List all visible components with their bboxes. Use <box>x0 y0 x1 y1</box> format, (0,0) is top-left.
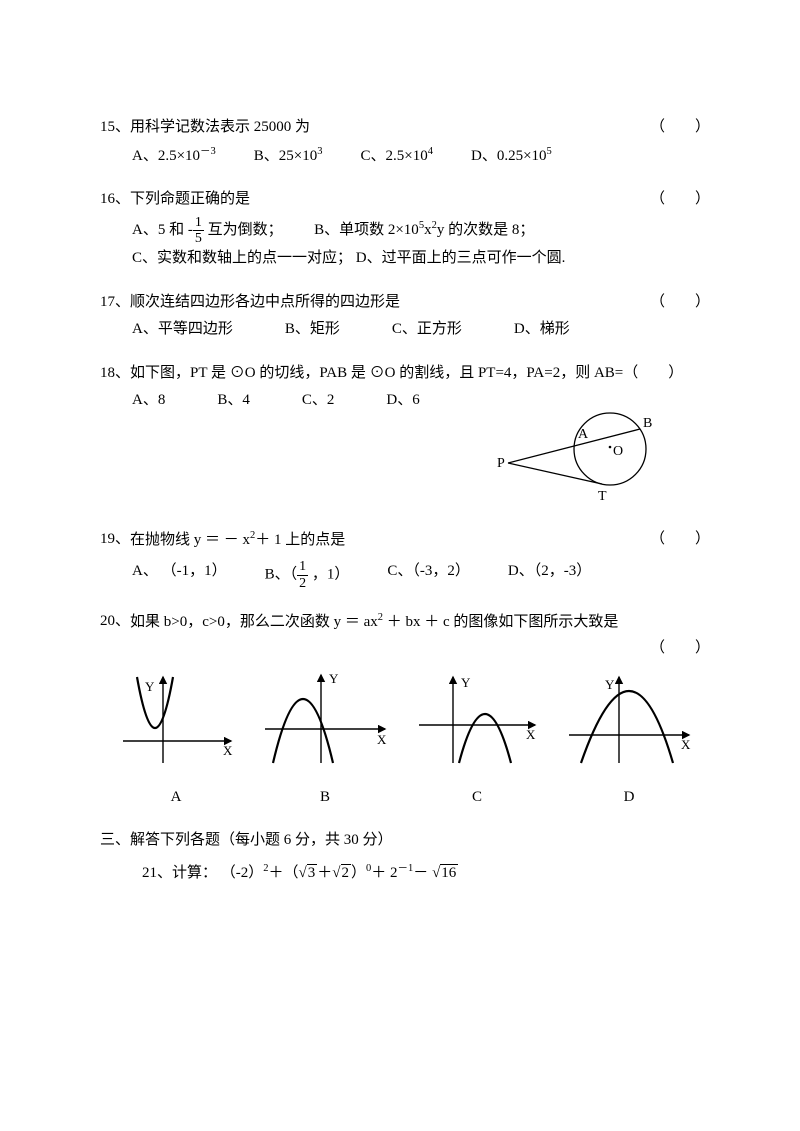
q16-opt-c: C、实数和数轴上的点一一对应； <box>132 250 352 266</box>
question-19: 19、 在抛物线 y ＝ － x2＋ 1 上的点是 （ ） A、 （-1，1） … <box>100 527 710 591</box>
q19-opt-b: B、（12 ，1） <box>265 559 350 591</box>
svg-text:Y: Y <box>329 671 339 686</box>
q17-number: 17、 <box>100 290 130 316</box>
graph-label-d: D <box>563 785 695 811</box>
q19-opt-a: A、 （-1，1） <box>132 559 227 591</box>
q16-opt-b: B、单项数 2×105x2y 的次数是 8； <box>314 222 534 238</box>
q19-stem: 在抛物线 y ＝ － x2＋ 1 上的点是 <box>130 527 710 554</box>
label-t: T <box>598 489 607 504</box>
sqrt-icon: 16 <box>432 861 458 887</box>
q18-opt-d: D、6 <box>386 388 419 414</box>
svg-text:X: X <box>223 743 233 758</box>
q15-opt-b: B、25×103 <box>254 143 323 170</box>
q15-stem: 用科学记数法表示 25000 为 <box>130 115 710 141</box>
q19-opt-d: D、（2，-3） <box>508 559 591 591</box>
svg-text:X: X <box>377 732 387 747</box>
q15-opt-c: C、2.5×104 <box>361 143 433 170</box>
svg-text:X: X <box>526 727 536 742</box>
q15-options: A、2.5×10－3 B、25×103 C、2.5×104 D、0.25×105 <box>100 143 710 170</box>
parabola-b-icon: X Y <box>259 669 391 769</box>
sqrt-icon: 2 <box>332 861 351 887</box>
circle-svg-icon: P A B O T <box>490 401 670 511</box>
q15-opt-a: A、2.5×10－3 <box>132 143 216 170</box>
q21-expression: （-2）2＋（3＋2）0＋ 2－1－ 16 <box>221 865 459 881</box>
svg-text:Y: Y <box>145 679 155 694</box>
q17-head: 17、 顺次连结四边形各边中点所得的四边形是 （ ） <box>100 290 710 316</box>
q16-opt-a: A、5 和 -15 互为倒数； <box>132 222 286 238</box>
question-21: 21、计算： （-2）2＋（3＋2）0＋ 2－1－ 16 <box>100 860 710 887</box>
q19-paren: （ ） <box>650 527 710 553</box>
graph-d: X Y D <box>563 669 695 810</box>
fraction-icon: 15 <box>193 215 204 247</box>
svg-text:Y: Y <box>461 675 471 690</box>
sqrt-icon: 3 <box>299 861 318 887</box>
label-o: O <box>613 444 623 459</box>
q16-head: 16、 下列命题正确的是 （ ） <box>100 187 710 213</box>
q16-paren: （ ） <box>650 187 710 213</box>
question-17: 17、 顺次连结四边形各边中点所得的四边形是 （ ） A、平等四边形 B、矩形 … <box>100 290 710 343</box>
q16-options: A、5 和 -15 互为倒数； B、单项数 2×105x2y 的次数是 8； C… <box>100 215 710 272</box>
q15-head: 15、 用科学记数法表示 25000 为 （ ） <box>100 115 710 141</box>
q17-options: A、平等四边形 B、矩形 C、正方形 D、梯形 <box>100 317 710 343</box>
q18-opt-a: A、8 <box>132 388 165 414</box>
q19-number: 19、 <box>100 527 130 554</box>
q20-paren: （ ） <box>100 636 710 662</box>
q16-opt-row-1: A、5 和 -15 互为倒数； B、单项数 2×105x2y 的次数是 8； <box>132 215 710 247</box>
q18-head: 18、 如下图，PT 是 ⊙O 的切线，PAB 是 ⊙O 的割线，且 PT=4，… <box>100 361 710 387</box>
tangent-circle-diagram: P A B O T <box>490 401 670 521</box>
fraction-icon: 12 <box>297 559 308 591</box>
q19-head: 19、 在抛物线 y ＝ － x2＋ 1 上的点是 （ ） <box>100 527 710 554</box>
q17-opt-d: D、梯形 <box>514 317 570 343</box>
svg-text:X: X <box>681 737 691 752</box>
svg-text:Y: Y <box>605 677 615 692</box>
q16-opt-row-2: C、实数和数轴上的点一一对应； D、过平面上的三点可作一个圆. <box>132 246 710 272</box>
graph-b: X Y B <box>259 669 391 810</box>
q15-opt-d: D、0.25×105 <box>471 143 552 170</box>
label-p: P <box>497 456 505 471</box>
q17-paren: （ ） <box>650 290 710 316</box>
q17-opt-a: A、平等四边形 <box>132 317 233 343</box>
question-20: 20、 如果 b>0，c>0，那么二次函数 y ＝ ax2 ＋ bx ＋ c 的… <box>100 609 710 810</box>
q18-opt-b: B、4 <box>217 388 250 414</box>
question-18: 18、 如下图，PT 是 ⊙O 的切线，PAB 是 ⊙O 的割线，且 PT=4，… <box>100 361 710 509</box>
parabola-a-icon: X Y <box>115 669 237 769</box>
q17-stem: 顺次连结四边形各边中点所得的四边形是 <box>130 290 710 316</box>
graph-label-a: A <box>115 785 237 811</box>
q20-head: 20、 如果 b>0，c>0，那么二次函数 y ＝ ax2 ＋ bx ＋ c 的… <box>100 609 710 636</box>
parabola-c-icon: X Y <box>413 669 541 769</box>
q18-opt-c: C、2 <box>302 388 335 414</box>
q19-options: A、 （-1，1） B、（12 ，1） C、（-3，2） D、（2，-3） <box>100 559 710 591</box>
graph-label-c: C <box>413 785 541 811</box>
q16-opt-d: D、过平面上的三点可作一个圆. <box>356 250 566 266</box>
q17-opt-c: C、正方形 <box>392 317 462 343</box>
graph-a: X Y A <box>115 669 237 810</box>
section-3-head: 三、解答下列各题（每小题 6 分，共 30 分） <box>100 828 710 854</box>
graph-label-b: B <box>259 785 391 811</box>
q20-number: 20、 <box>100 609 130 636</box>
q21-number: 21、计算： <box>142 865 217 881</box>
q18-stem: 如下图，PT 是 ⊙O 的切线，PAB 是 ⊙O 的割线，且 PT=4，PA=2… <box>130 361 710 387</box>
label-b: B <box>643 416 652 431</box>
parabola-d-icon: X Y <box>563 669 695 769</box>
q20-graphs: X Y A X Y B X Y <box>100 669 710 810</box>
label-a: A <box>578 427 589 442</box>
question-15: 15、 用科学记数法表示 25000 为 （ ） A、2.5×10－3 B、25… <box>100 115 710 169</box>
q15-number: 15、 <box>100 115 130 141</box>
q17-opt-b: B、矩形 <box>285 317 340 343</box>
q20-stem: 如果 b>0，c>0，那么二次函数 y ＝ ax2 ＋ bx ＋ c 的图像如下… <box>130 609 710 636</box>
graph-c: X Y C <box>413 669 541 810</box>
q16-number: 16、 <box>100 187 130 213</box>
q18-number: 18、 <box>100 361 130 387</box>
q19-opt-c: C、（-3，2） <box>387 559 470 591</box>
q16-stem: 下列命题正确的是 <box>130 187 710 213</box>
q15-paren: （ ） <box>650 115 710 141</box>
question-16: 16、 下列命题正确的是 （ ） A、5 和 -15 互为倒数； B、单项数 2… <box>100 187 710 272</box>
